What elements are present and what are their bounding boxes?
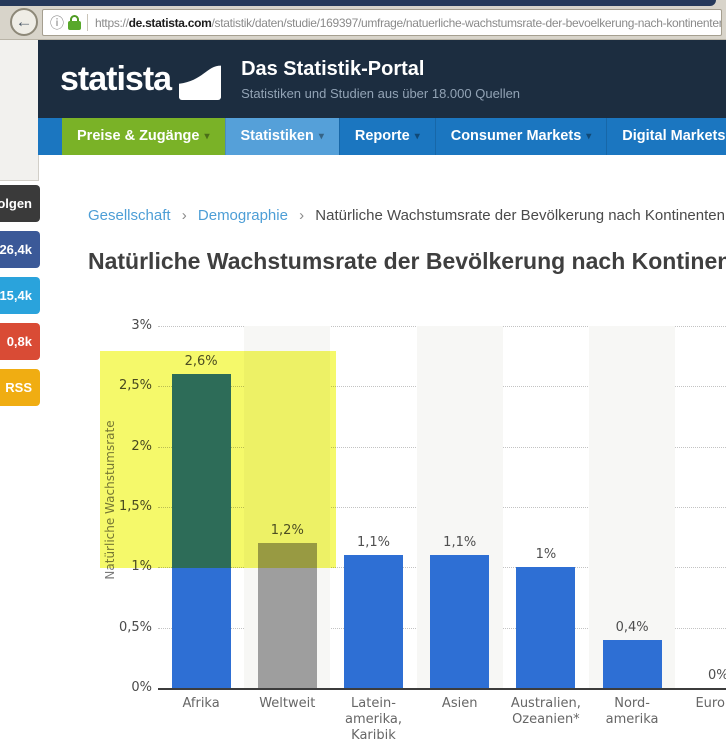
social-follow-badges: Folgen 26,4k 15,4k 0,8k RSS bbox=[0, 185, 40, 415]
rss-badge[interactable]: RSS bbox=[0, 369, 40, 406]
nav-item-consumer-markets[interactable]: Consumer Markets ▾ bbox=[434, 118, 607, 155]
chevron-down-icon: ▾ bbox=[204, 131, 210, 142]
y-tick-label: 2,5% bbox=[118, 378, 152, 394]
breadcrumb-separator: › bbox=[299, 207, 305, 224]
x-axis-category-label: Afrika bbox=[182, 696, 220, 711]
x-axis-category-label: Nord- amerika bbox=[605, 696, 659, 727]
breadcrumb-current: Natürliche Wachstumsrate der Bevölkerung… bbox=[315, 207, 725, 224]
url-bar[interactable]: ⓘ https://de.statista.com/statistik/date… bbox=[42, 9, 722, 36]
breadcrumb-separator: › bbox=[181, 207, 187, 224]
x-axis-category-label: Weltweit bbox=[259, 696, 316, 711]
page-info-icon[interactable]: ⓘ bbox=[50, 15, 64, 32]
chart-column: 0,4% Nord- amerika bbox=[589, 326, 676, 727]
bar-value-label: 0% bbox=[707, 668, 726, 683]
bar-asien[interactable] bbox=[430, 555, 490, 688]
back-button[interactable]: ← bbox=[10, 8, 38, 36]
twitter-count-badge[interactable]: 15,4k bbox=[0, 277, 40, 314]
x-axis-category-label: Australien, Ozeanien* bbox=[510, 696, 581, 727]
window-top-edge bbox=[0, 0, 716, 6]
statista-logo-icon[interactable] bbox=[179, 58, 222, 100]
y-tick-label: 2% bbox=[131, 438, 152, 454]
follow-badge[interactable]: Folgen bbox=[0, 185, 40, 222]
nav-item-statistiken[interactable]: Statistiken ▾ bbox=[224, 118, 339, 155]
breadcrumb-link-demographie[interactable]: Demographie bbox=[197, 207, 288, 224]
chevron-down-icon: ▾ bbox=[586, 131, 592, 142]
plot-area: 2,6% Afrika 1,2% Weltweit 1,1% Latein- amerik… bbox=[158, 326, 726, 743]
bar-value-label: 1,2% bbox=[270, 523, 304, 539]
y-tick-label: 3% bbox=[131, 318, 152, 333]
y-tick-label: 1,5% bbox=[118, 499, 152, 514]
chart-column: 1% Australien, Ozeanien* bbox=[503, 326, 589, 727]
bar-australien,[interactable] bbox=[516, 567, 576, 688]
breadcrumb: Gesellschaft › Demographie › Natürliche … bbox=[88, 207, 726, 224]
y-tick-label: 0,5% bbox=[118, 619, 152, 635]
breadcrumb-link-gesellschaft[interactable]: Gesellschaft bbox=[88, 207, 171, 224]
back-arrow-icon: ← bbox=[15, 12, 33, 31]
facebook-count-badge[interactable]: 26,4k bbox=[0, 231, 40, 268]
browser-toolbar: ← ⓘ https://de.statista.com/statistik/da… bbox=[0, 0, 726, 40]
googleplus-count-badge[interactable]: 0,8k bbox=[0, 323, 40, 360]
chart-column: 0% Europa bbox=[675, 326, 726, 711]
url-separator bbox=[87, 14, 88, 31]
chart-column: 2,6% Afrika bbox=[158, 326, 244, 711]
portal-subtitle: Statistiken und Studien aus über 18.000 … bbox=[241, 85, 521, 101]
chart-column: 1,2% Weltweit bbox=[244, 326, 331, 711]
left-margin-panel bbox=[0, 40, 39, 181]
bar-chart: Natürliche Wachstumsrate 3% 2,5% 2% 1,5% 1% 0… bbox=[0, 310, 726, 750]
nav-item-preise[interactable]: Preise & Zugänge ▾ bbox=[62, 118, 225, 155]
bar-nord-[interactable] bbox=[602, 639, 662, 688]
chevron-down-icon: ▾ bbox=[318, 131, 324, 142]
bar-value-label: 1,1% bbox=[443, 535, 477, 551]
chart-column: 1,1% Latein- amerika, Karibik bbox=[330, 326, 416, 743]
portal-title: Das Statistik-Portal bbox=[241, 57, 425, 80]
bar-value-label: 1,1% bbox=[356, 535, 390, 551]
bar-weltweit[interactable] bbox=[257, 543, 317, 688]
url-text[interactable]: https://de.statista.com/statistik/daten/… bbox=[95, 15, 722, 30]
x-axis-category-label: Asien bbox=[441, 696, 478, 711]
statista-logo-text[interactable]: statista bbox=[60, 60, 172, 98]
url-domain: de.statista.com bbox=[128, 15, 212, 30]
bar-value-label: 1% bbox=[535, 547, 557, 563]
nav-item-reporte[interactable]: Reporte ▾ bbox=[338, 118, 435, 155]
x-axis-category-label: Europa bbox=[695, 696, 726, 711]
main-nav: Preise & Zugänge ▾ Statistiken ▾ Reporte ▾ … bbox=[38, 118, 726, 155]
y-tick-label: 0% bbox=[131, 680, 152, 695]
chevron-down-icon: ▾ bbox=[414, 131, 420, 142]
x-axis-line bbox=[158, 688, 726, 690]
y-tick-label: 1% bbox=[131, 559, 152, 575]
bar-afrika[interactable] bbox=[171, 374, 231, 688]
x-axis-category-label: Latein- amerika, Karibik bbox=[344, 696, 402, 743]
bar-value-label: 0,4% bbox=[615, 619, 649, 635]
nav-item-digital-markets[interactable]: Digital Markets▾ bbox=[606, 118, 726, 155]
chart-column: 1,1% Asien bbox=[416, 326, 503, 711]
bar-latein-[interactable] bbox=[343, 555, 403, 688]
page-title: Natürliche Wachstumsrate der Bevölkerung… bbox=[88, 248, 726, 274]
site-header: statista Das Statistik-Portal Statistike… bbox=[38, 40, 726, 118]
ssl-lock-icon[interactable] bbox=[68, 15, 81, 30]
bar-value-label: 2,6% bbox=[184, 354, 218, 370]
